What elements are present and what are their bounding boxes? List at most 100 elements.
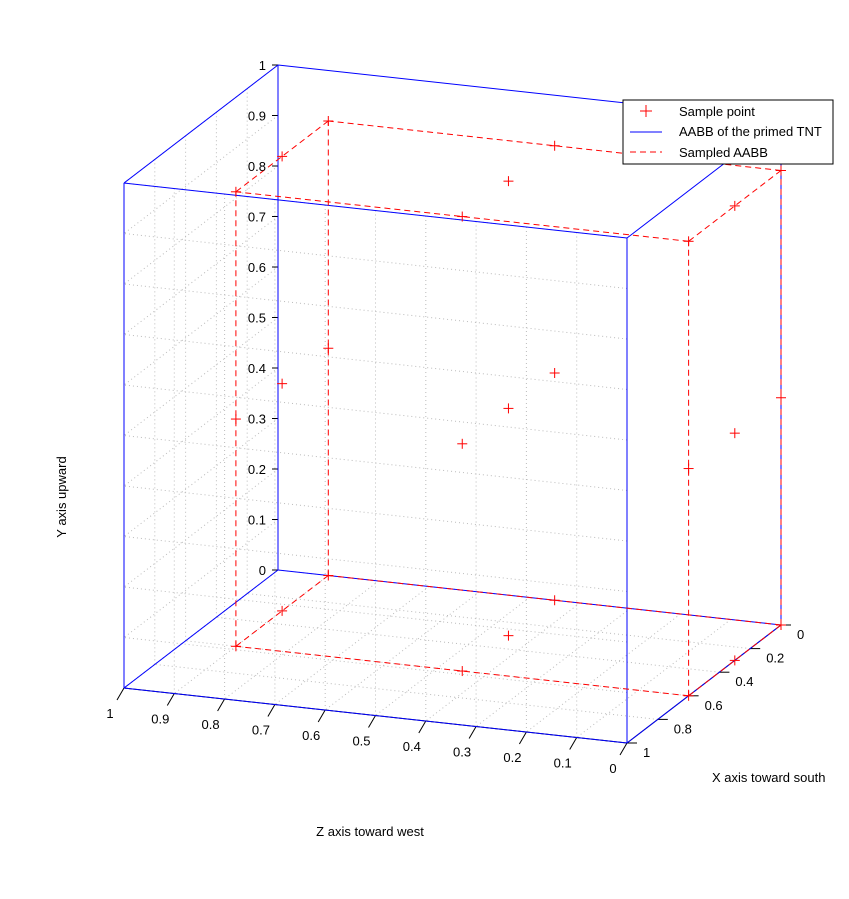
legend-label-tnt-aabb: AABB of the primed TNT [679,124,822,139]
y-tick-label: 0.6 [248,260,266,275]
z-tick-label: 0.1 [554,756,572,771]
y-tick-label: 0.1 [248,513,266,528]
grid-line [425,602,581,722]
z-tick [116,687,125,701]
z-tick [317,709,326,723]
x-tick-label: 0 [797,627,804,642]
sample-point [323,343,334,354]
sample-point [230,186,241,197]
grid-line [123,418,279,537]
grid-line [123,233,628,289]
z-tick [518,731,527,745]
sample-point [776,392,786,403]
legend-box [622,99,834,165]
sample-point [230,641,241,652]
sample-point [277,151,288,162]
sample-point [323,116,334,126]
grid-layer [123,64,782,744]
sample-point [549,140,560,151]
sample-point [457,211,468,222]
tnt-aabb-edge [123,687,628,744]
sample-point [503,403,514,414]
sample-point [457,666,468,677]
z-tick-label: 0.4 [403,739,421,754]
legend: Sample point AABB of the primed TNT Samp… [622,99,834,165]
grid-line [247,593,751,650]
y-tick-label: 1 [259,58,266,73]
legend-marker-sample-point [640,105,652,117]
sample-point [683,690,694,701]
grid-line [375,597,530,716]
y-tick-label: 0.8 [248,159,266,174]
y-tick-label: 0.2 [248,462,266,477]
sampled-aabb-edge [328,575,782,626]
grid-line [123,384,628,441]
sample-point [503,630,514,641]
axes-layer [116,64,791,756]
legend-label-sampled-aabb: Sampled AABB [679,145,768,160]
grid-line [123,468,279,588]
sample-point [683,463,694,474]
grid-line [123,266,279,386]
x-tick-label: 0.4 [735,674,753,689]
grid-line [123,485,628,542]
z-tick-label: 0.3 [453,745,471,760]
sample-point [277,378,288,389]
z-tick-label: 0.5 [352,734,370,749]
y-tick-label: 0.3 [248,412,266,427]
sampled-aabb-edge [235,645,689,697]
grid-line [123,367,279,487]
sample-points-layer [230,116,786,701]
z-tick [418,720,427,734]
sample-point [776,620,786,630]
z-tick-label: 0 [609,761,616,776]
tnt-aabb-edge [123,182,628,239]
x-tick-label: 0.6 [705,698,723,713]
legend-label-sample-point: Sample point [679,104,755,119]
grid-line [123,165,279,285]
grid-line [123,317,279,436]
tnt-aabb-edge [626,624,782,744]
z-tick-label: 0.2 [503,750,521,765]
grid-line [123,519,279,638]
z-tick [619,742,628,756]
grid-line [154,663,658,720]
sample-point [729,428,740,439]
grid-line [123,334,628,390]
grid-line [123,115,279,234]
sample-point [549,595,560,606]
grid-line [576,619,732,738]
z-tick [217,698,226,712]
y-tick-label: 0.4 [248,361,266,376]
sample-point [323,570,334,581]
z-tick [166,693,175,706]
sample-point [729,655,740,666]
sample-point [776,165,786,176]
sample-point [683,236,694,247]
x-tick-label: 0.2 [766,651,784,666]
y-tick-label: 0 [259,563,266,578]
grid-line [526,613,681,733]
sample-point [503,176,514,187]
grid-line [123,283,628,340]
x-tick-label: 0.8 [674,721,692,736]
z-tick [468,726,477,739]
z-axis-title: Z axis toward west [316,824,424,839]
grid-line [224,580,379,700]
grid-line [123,216,279,335]
grid-line [123,637,628,693]
sample-point [729,200,740,211]
y-tick-label: 0.9 [248,109,266,124]
z-tick-label: 0.6 [302,728,320,743]
y-tick-label: 0.5 [248,311,266,326]
tnt-aabb-edge [123,64,279,184]
z-tick-label: 0.7 [252,723,270,738]
z-tick [368,715,376,728]
tick-labels-layer: 0 0.1 0.2 0.3 0.4 0.5 0.6 0.7 0.8 0.9 1 1 0.9 0.8 0.7 0… [106,58,804,776]
z-tick-label: 1 [106,706,113,721]
y-tick-label: 0.7 [248,210,266,225]
tnt-aabb-edge [123,569,279,689]
z-tick-label: 0.9 [151,712,169,727]
sample-point [277,605,288,616]
